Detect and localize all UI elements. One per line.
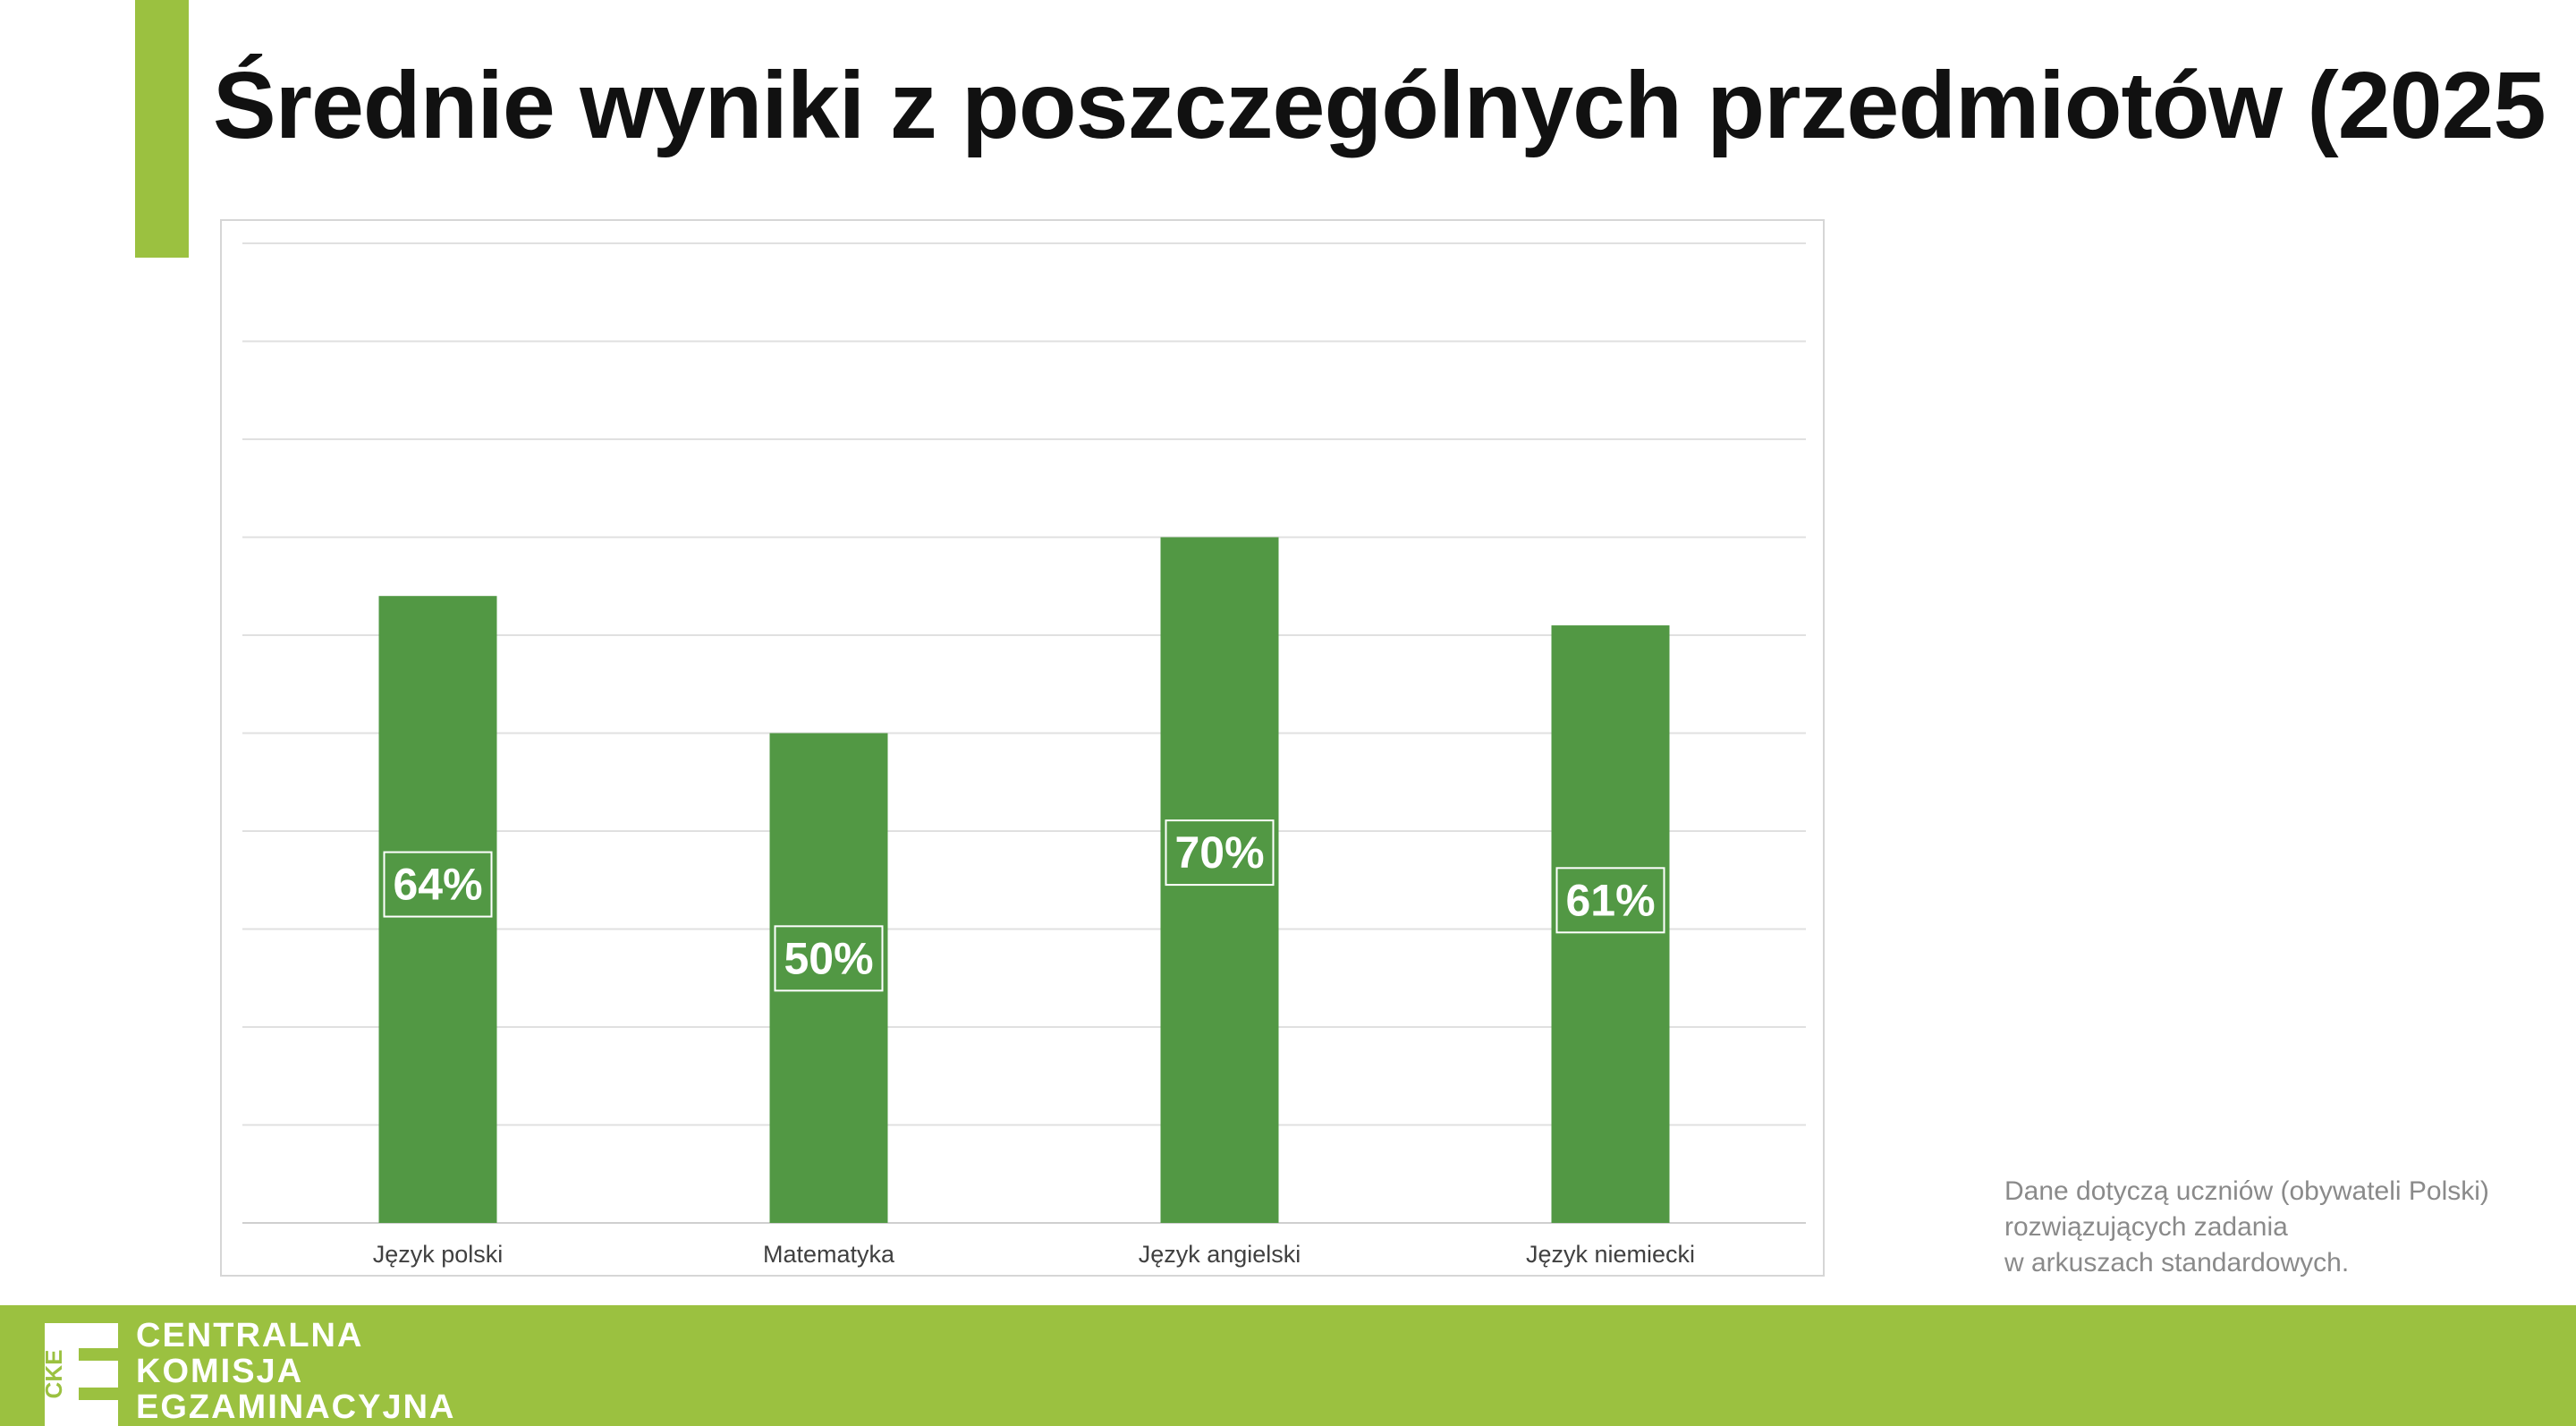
organization-name: CENTRALNA KOMISJA EGZAMINACYJNA xyxy=(136,1318,455,1425)
note-line-1: Dane dotyczą uczniów (obywateli Polski) xyxy=(2004,1176,2489,1206)
bar xyxy=(1160,537,1279,1223)
category-label: Język niemiecki xyxy=(1526,1241,1695,1268)
bar xyxy=(378,596,497,1223)
page-title: Średnie wyniki z poszczególnych przedmio… xyxy=(213,53,2576,158)
data-label: 70% xyxy=(1174,828,1264,878)
bar xyxy=(769,733,888,1223)
logo-line-3: EGZAMINACYJNA xyxy=(136,1388,456,1426)
note-line-3: w arkuszach standardowych. xyxy=(2004,1248,2350,1277)
bar-chart: 64% Język polski 50% Matematyka 70% Język ang… xyxy=(242,242,1806,1268)
data-label: 64% xyxy=(393,860,482,910)
logo-line-2: KOMISJA xyxy=(136,1353,304,1390)
bar xyxy=(1551,625,1670,1223)
category-label: Język polski xyxy=(373,1241,504,1268)
data-label-box xyxy=(1165,819,1275,887)
data-label: 61% xyxy=(1565,875,1655,925)
note-line-2: rozwiązujących zadania xyxy=(2004,1212,2288,1242)
data-label-box xyxy=(383,851,493,918)
logo-line-1: CENTRALNA xyxy=(136,1317,364,1354)
chart-area: 64% Język polski 50% Matematyka 70% Język ang… xyxy=(220,219,1825,1277)
svg-text:CKE: CKE xyxy=(45,1350,67,1399)
data-label: 50% xyxy=(784,933,873,983)
accent-bar xyxy=(135,0,189,258)
footer: CKE CENTRALNA KOMISJA EGZAMINACYJNA xyxy=(0,1305,2576,1426)
data-label-box xyxy=(1555,867,1665,934)
cke-logo-mark: CKE xyxy=(45,1323,118,1426)
data-label-box xyxy=(774,925,884,992)
category-label: Matematyka xyxy=(763,1241,895,1268)
category-label: Język angielski xyxy=(1139,1241,1301,1268)
data-note: Dane dotyczą uczniów (obywateli Polski) … xyxy=(2004,1174,2541,1281)
